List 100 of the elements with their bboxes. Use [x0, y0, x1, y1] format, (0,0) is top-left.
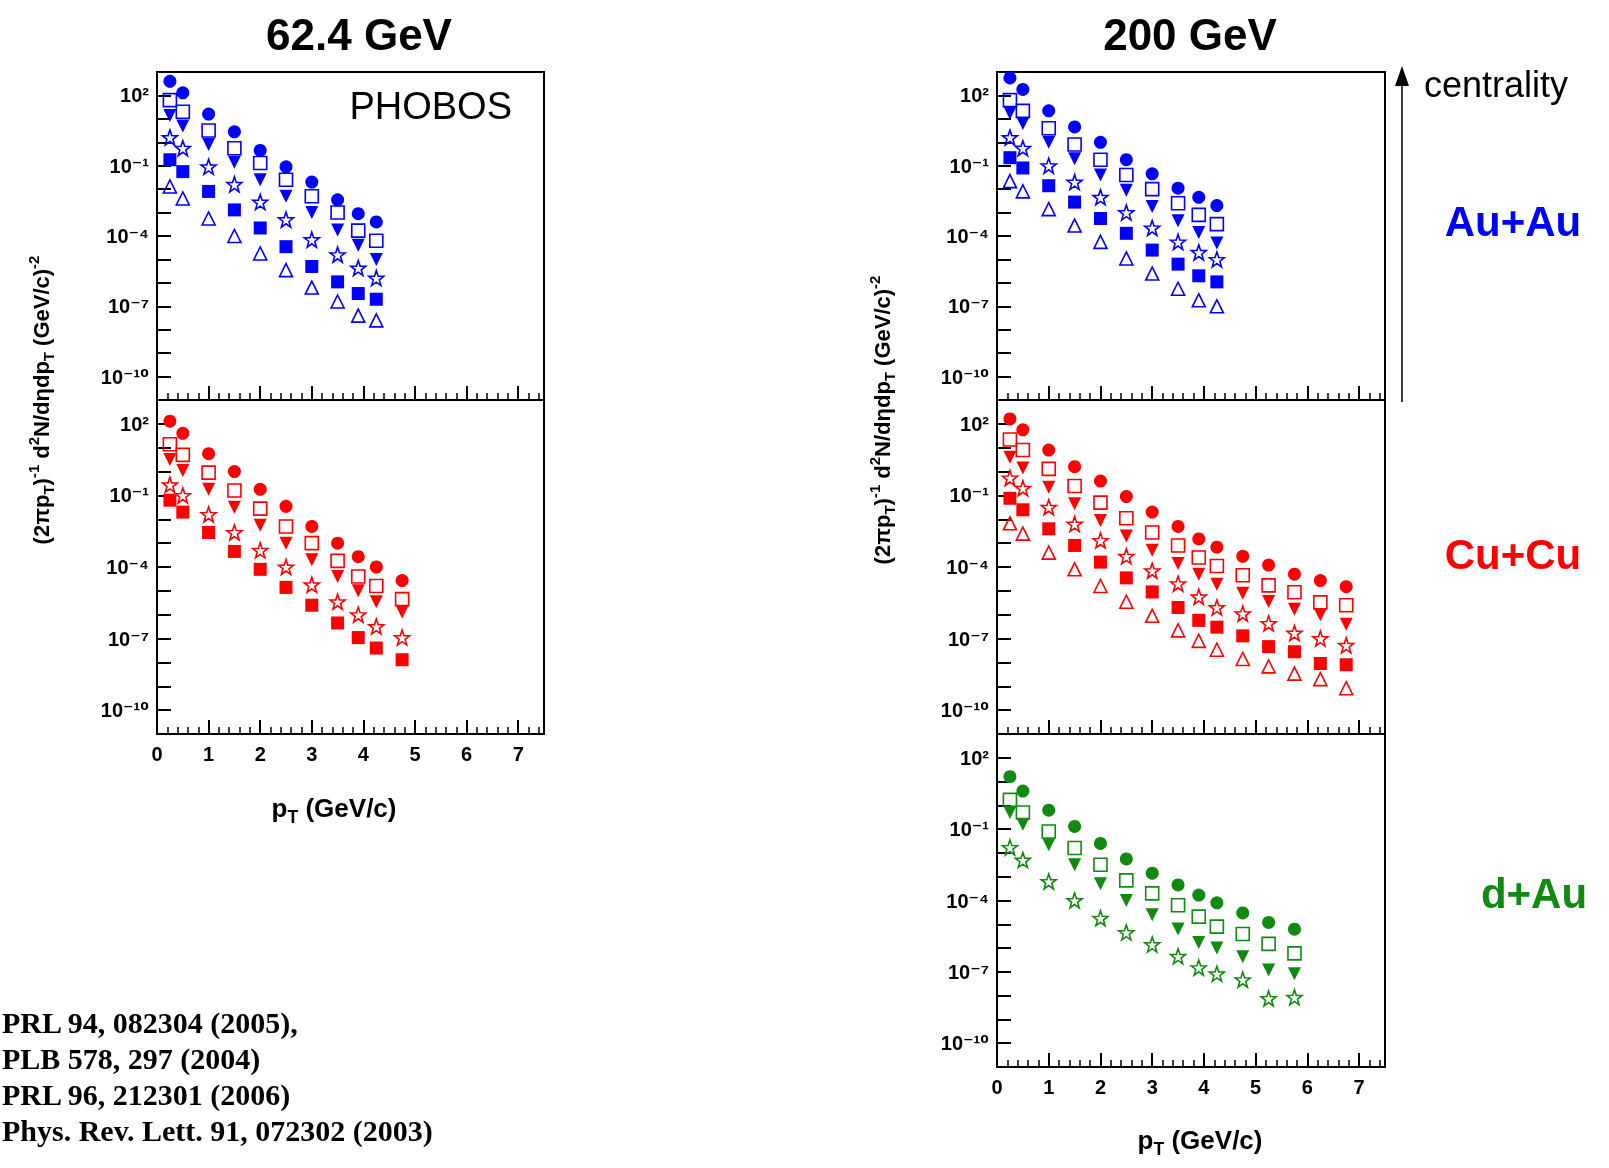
text: Cu+Cu [1444, 530, 1582, 578]
point [1169, 948, 1187, 965]
point [1093, 211, 1107, 225]
point [1067, 478, 1082, 494]
point [1260, 990, 1277, 1007]
point [1015, 184, 1031, 199]
point [1119, 594, 1134, 610]
point [330, 205, 345, 220]
point [162, 92, 178, 108]
point [1092, 909, 1109, 927]
point [227, 544, 241, 558]
point [1042, 522, 1056, 536]
point [351, 550, 365, 564]
point [1171, 257, 1185, 271]
point [1093, 513, 1107, 527]
point [279, 160, 293, 174]
point [202, 184, 216, 198]
x-tick-label: 0 [151, 743, 163, 765]
point [1093, 555, 1107, 569]
point [202, 138, 216, 152]
point [227, 483, 242, 498]
point [227, 125, 241, 139]
point [1092, 532, 1109, 549]
x-tick-label: 3 [306, 743, 318, 765]
point [1287, 585, 1302, 600]
point [305, 175, 319, 189]
y-tick-label: 10⁻⁷ [947, 627, 989, 650]
point [1191, 909, 1207, 924]
point [1191, 207, 1207, 223]
point [202, 107, 216, 121]
point [330, 553, 345, 569]
x-tick-label: 2 [1094, 1076, 1107, 1098]
y-tick-label: 10⁻⁷ [947, 295, 989, 318]
point [1041, 461, 1057, 477]
point [1262, 640, 1276, 654]
point [1145, 505, 1159, 519]
point [278, 519, 294, 534]
point [227, 228, 242, 244]
point [1119, 490, 1133, 504]
point [1093, 578, 1108, 594]
point [1119, 183, 1133, 197]
point [1016, 82, 1030, 96]
x-tick-label: 0 [991, 1076, 1003, 1098]
point [1119, 167, 1134, 183]
point [1313, 595, 1328, 610]
x-tick-label: 6 [1301, 1076, 1313, 1098]
point [1339, 617, 1353, 631]
point [1119, 251, 1134, 266]
x-tick-label: 7 [512, 743, 524, 765]
point [1016, 161, 1030, 175]
point [1066, 892, 1083, 909]
point [1171, 519, 1185, 533]
point [1015, 103, 1031, 119]
x-tick-label: 4 [1198, 1076, 1211, 1098]
point [202, 525, 216, 539]
point [1287, 946, 1302, 961]
point [176, 86, 190, 100]
point [252, 155, 268, 171]
point [227, 203, 241, 217]
point [278, 172, 294, 188]
point [1262, 558, 1276, 572]
point [1339, 580, 1353, 594]
point [279, 240, 293, 254]
point [175, 447, 191, 463]
point [1145, 543, 1159, 557]
x-tick-label: 5 [1250, 1076, 1262, 1098]
point [1068, 195, 1082, 209]
point [1144, 181, 1160, 197]
point [1016, 423, 1030, 437]
point [1042, 443, 1056, 457]
point [393, 629, 411, 646]
point [163, 153, 177, 167]
point [1144, 608, 1160, 624]
text: centrality [1424, 63, 1569, 105]
y-tick-label: 10² [960, 746, 990, 769]
y-tick-label: 10⁻¹⁰ [940, 1032, 989, 1055]
point [1144, 886, 1160, 901]
point [368, 618, 385, 635]
point [1145, 866, 1159, 880]
point [1145, 167, 1159, 181]
point [1210, 236, 1224, 250]
point [1119, 226, 1133, 240]
text: PRL 96, 212301 (2006) [2, 1077, 291, 1112]
point [369, 215, 383, 229]
point [278, 262, 294, 278]
point [305, 259, 319, 273]
point [1286, 624, 1303, 642]
point [1210, 199, 1224, 213]
point [1119, 852, 1133, 866]
point [1171, 878, 1185, 892]
point [1170, 897, 1186, 913]
point [1287, 645, 1301, 659]
point [331, 616, 345, 630]
point [1145, 908, 1159, 922]
point [1338, 597, 1354, 613]
point [1119, 894, 1133, 907]
point [305, 553, 319, 567]
point [369, 595, 383, 609]
point [1192, 532, 1206, 546]
point [1041, 545, 1057, 560]
